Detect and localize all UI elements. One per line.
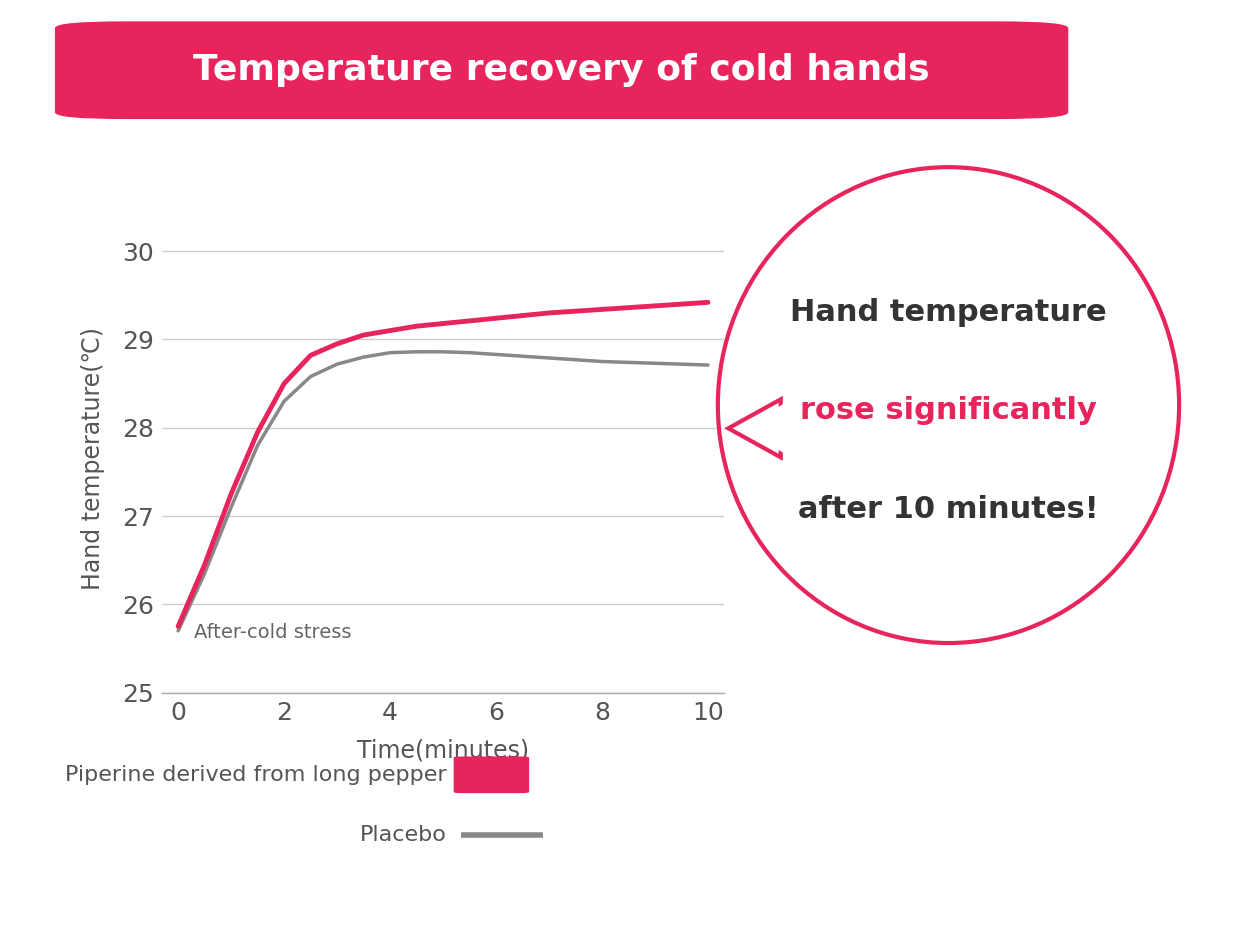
Text: rose significantly: rose significantly	[800, 397, 1097, 425]
X-axis label: Time(minutes): Time(minutes)	[357, 739, 529, 763]
Y-axis label: Hand temperature(℃): Hand temperature(℃)	[81, 328, 105, 590]
FancyBboxPatch shape	[454, 756, 529, 793]
Polygon shape	[729, 400, 781, 458]
Polygon shape	[744, 402, 786, 454]
Text: after 10 minutes!: after 10 minutes!	[799, 495, 1098, 524]
Text: After-cold stress: After-cold stress	[193, 622, 352, 642]
Text: Hand temperature: Hand temperature	[790, 298, 1107, 327]
FancyBboxPatch shape	[55, 22, 1068, 119]
Text: Piperine derived from long pepper: Piperine derived from long pepper	[65, 765, 447, 784]
Text: Placebo: Placebo	[359, 826, 447, 845]
Text: Temperature recovery of cold hands: Temperature recovery of cold hands	[193, 53, 930, 87]
Ellipse shape	[718, 168, 1179, 643]
